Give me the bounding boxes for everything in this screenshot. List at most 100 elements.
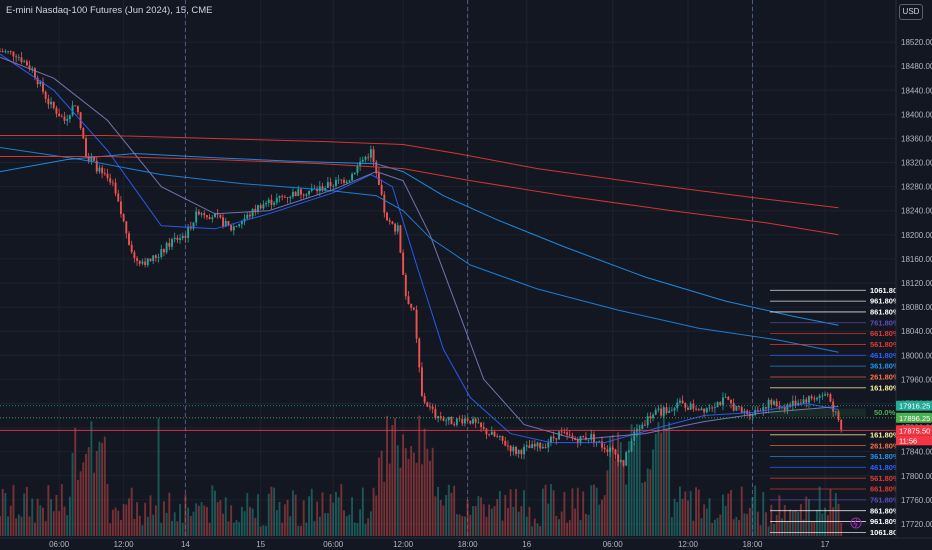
volume-bar [152,514,155,536]
volume-bar [587,514,590,536]
volume-bar [708,498,711,536]
volume-bar [622,461,625,536]
currency-button[interactable]: USD [899,4,923,20]
candle-body [326,182,329,188]
candle-body [791,400,794,406]
volume-bar [329,493,332,536]
candle-body [111,182,114,184]
candle-body [4,51,7,53]
candle-body [490,431,493,435]
candle-body [439,416,442,419]
volume-bar [802,519,805,536]
volume-bar [240,506,243,536]
volume-bar [576,487,579,536]
volume-bar [630,424,633,536]
volume-bar [635,423,638,536]
candle-body [257,205,259,212]
volume-bar [106,484,109,536]
candle-body [361,159,364,162]
volume-bar [617,432,620,536]
candle-body [533,444,536,447]
volume-bar [375,495,378,536]
volume-bar [243,511,246,536]
volume-bar [415,462,418,536]
candle-body [646,416,649,426]
candle-body [740,407,743,413]
candle-body [103,173,106,175]
candle-body [101,167,104,174]
candle-body [566,432,569,435]
candle-body [700,408,703,411]
candle-body [590,434,593,440]
candle-body [179,238,182,240]
volume-bar [82,462,85,536]
time-axis-tick: 12:00 [114,540,135,549]
volume-bar [171,520,173,536]
candle-body [259,205,262,209]
candle-body [66,119,69,121]
candle-body [144,261,147,266]
candle-body [544,446,547,448]
candle-body [689,403,692,410]
candle-body [821,395,824,397]
volume-bar [192,511,195,536]
candle-body [547,442,550,448]
time-axis-tick: 12:00 [393,540,414,549]
candle-body [692,403,695,409]
volume-bar [727,493,730,536]
volume-bar [219,500,222,536]
candle-body [531,444,534,449]
candle-body [246,214,249,219]
volume-bar [627,441,630,536]
volume-bar [520,506,523,536]
volume-bar [197,505,200,536]
volume-bar [633,442,636,536]
candle-body [458,418,461,420]
volume-bar [840,522,843,536]
candle-body [445,420,448,422]
volume-bar [195,503,198,536]
volume-bar [501,520,504,536]
candle-body [332,186,335,187]
candle-body [71,105,74,116]
volume-bar [579,519,582,536]
volume-bar [109,523,112,536]
volume-bar [571,488,574,536]
price-axis-tick: 18440.00 [901,86,932,95]
candle-body [28,65,31,69]
candle-body [173,237,176,240]
volume-bar [205,506,208,536]
volume-bar [122,503,125,536]
volume-bar [523,490,526,536]
volume-bar [609,436,612,536]
volume-bar [259,526,262,536]
candle-body [840,419,843,430]
candle-body [652,414,655,419]
volume-bar [130,487,133,536]
time-axis-tick: 06:00 [323,540,344,549]
candle-body [461,419,464,424]
candle-body [654,409,657,415]
candle-body [434,408,437,419]
candle-body [351,173,354,181]
candle-body [799,402,802,404]
volume-bar [181,522,184,536]
volume-bar [208,522,211,536]
volume-bar [673,498,676,536]
fib-level-label-upper-2: 861.80% [870,308,900,317]
chart-title: E-mini Nasdaq-100 Futures (Jun 2024), 15… [6,5,213,16]
candle-body [738,406,741,408]
time-axis-tick: 14 [181,540,190,549]
volume-bar [318,516,321,536]
candle-body [587,439,590,441]
candle-body [76,106,79,113]
volume-bar [308,496,311,536]
volume-bar [429,460,431,536]
volume-bar [829,488,832,536]
volume-bar [39,505,42,536]
candle-body [834,411,837,413]
candle-body [783,406,786,410]
candle-body [681,400,684,404]
